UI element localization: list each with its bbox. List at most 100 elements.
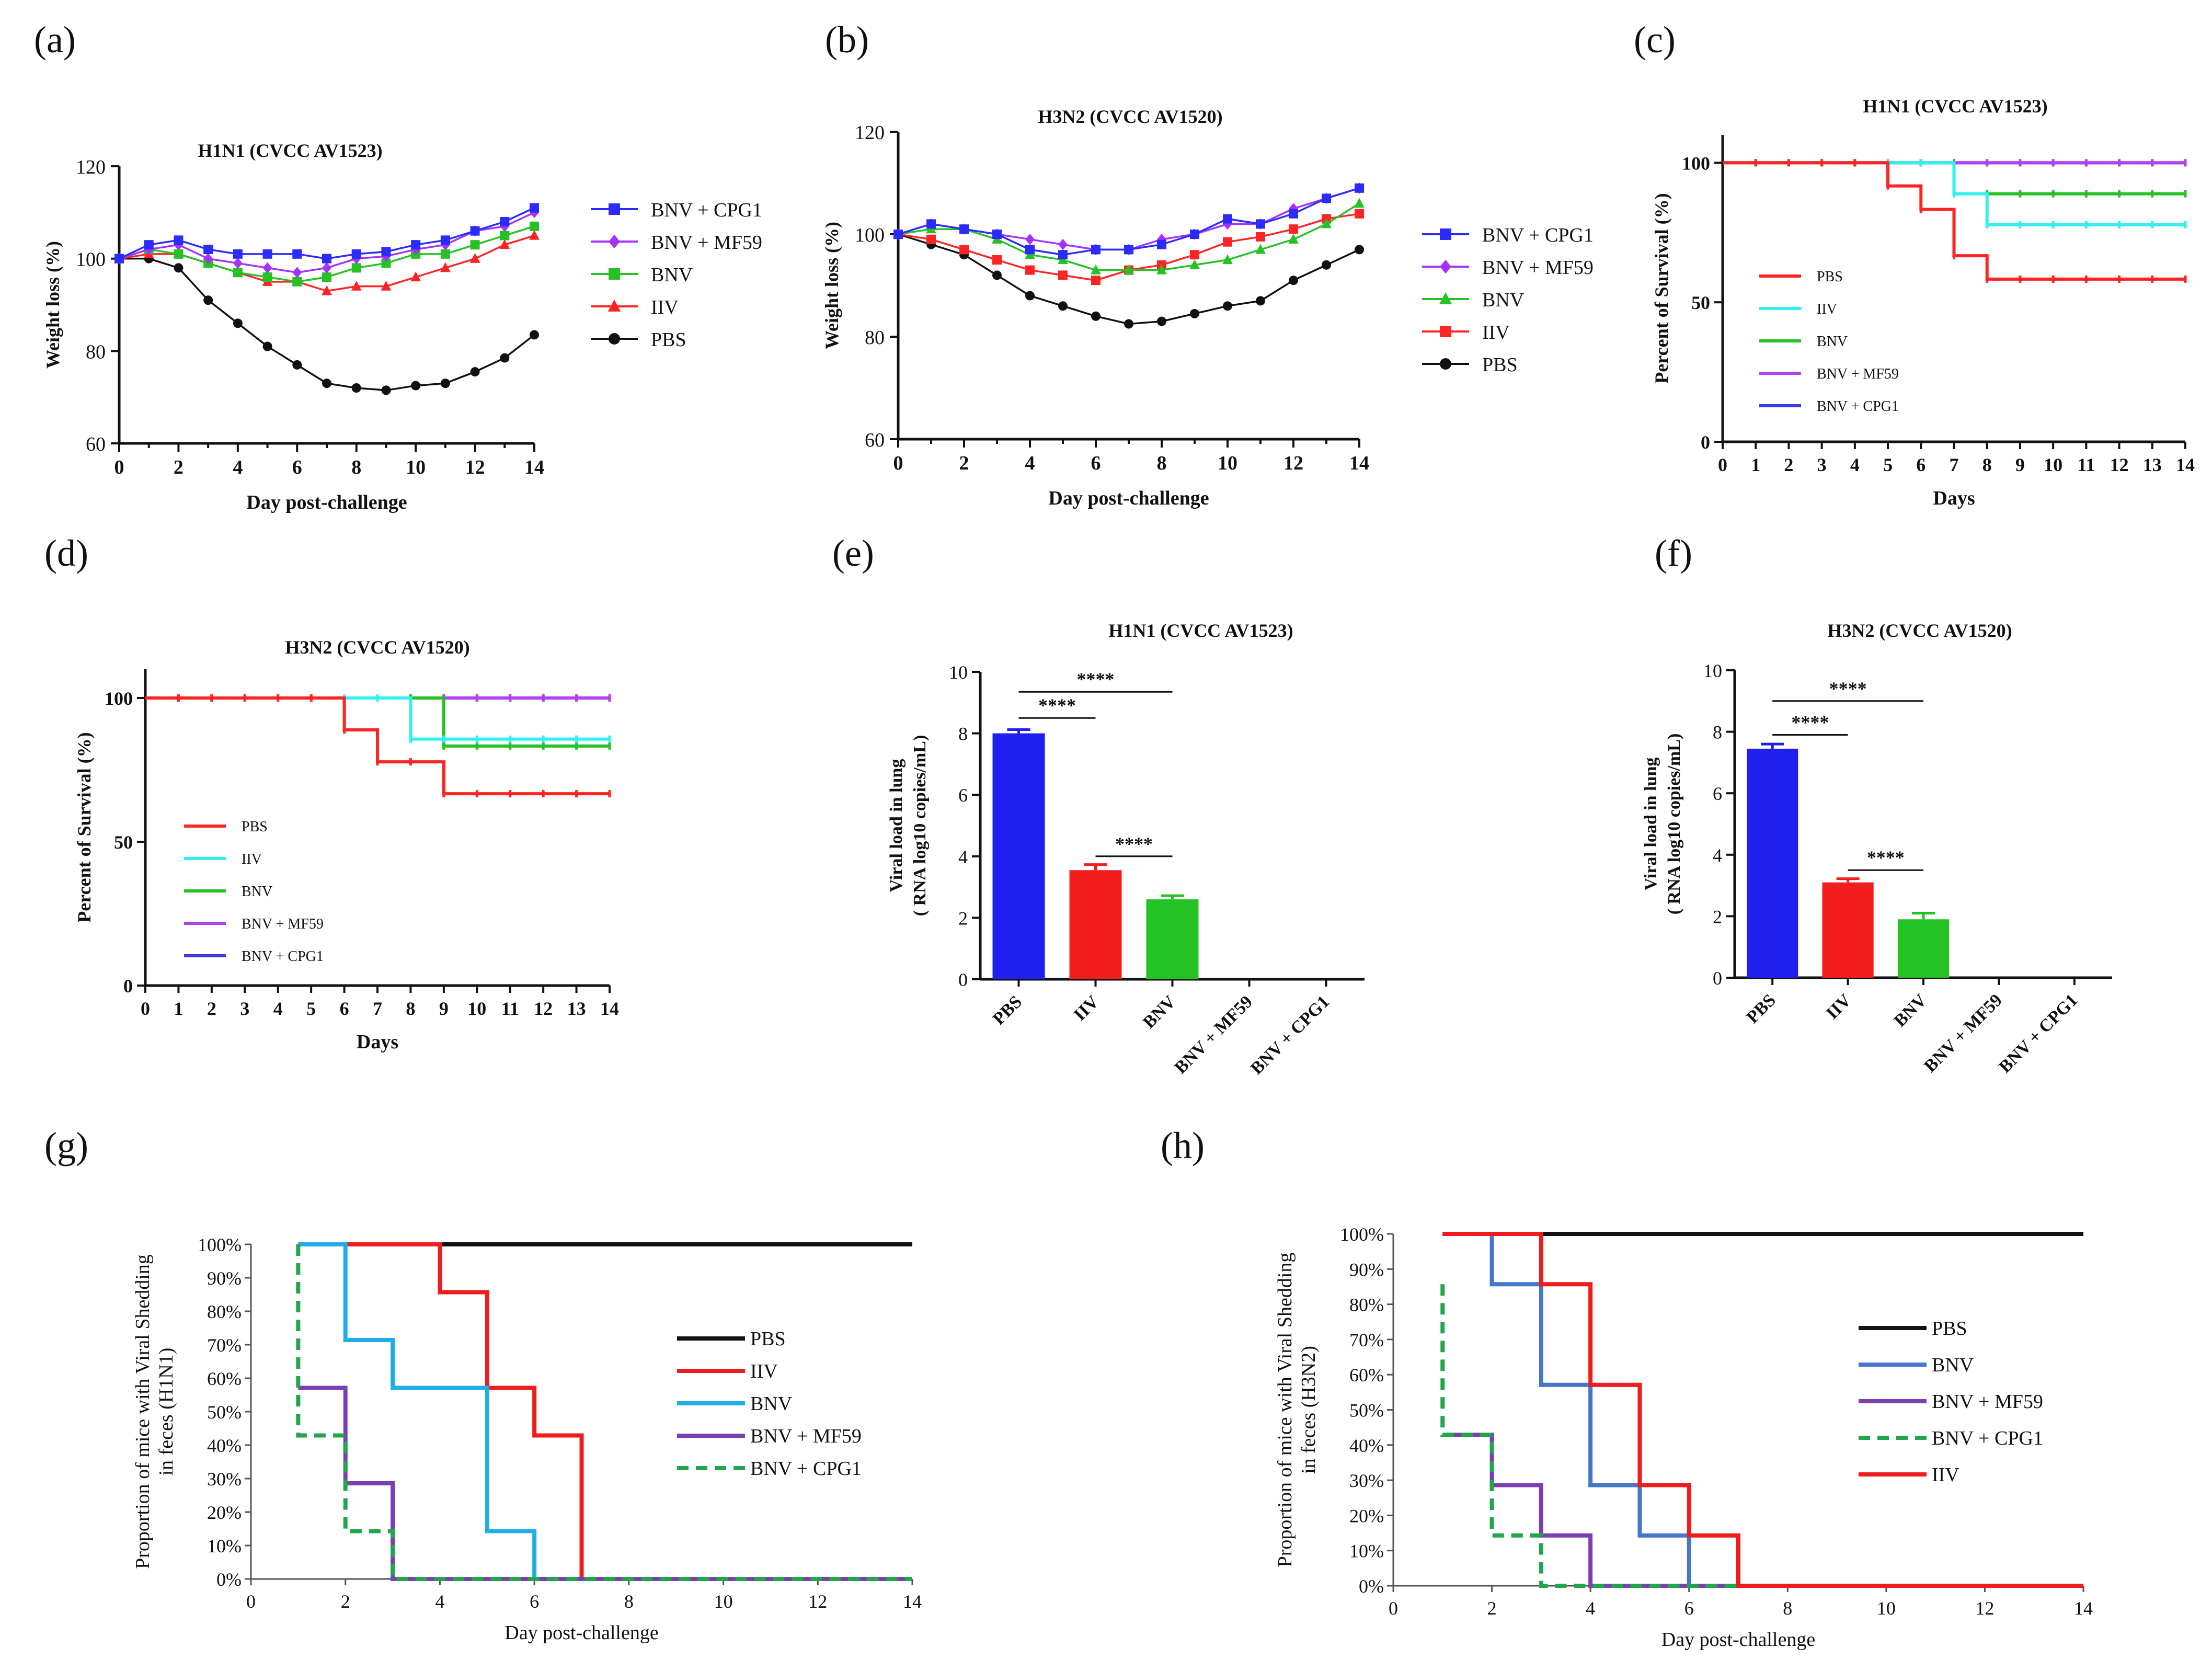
data-point (1322, 193, 1331, 203)
y-axis-label-line1: Viral load in lung (887, 759, 906, 892)
panel-label-b: (b) (825, 19, 869, 61)
x-tick-label: 6 (1916, 454, 1926, 475)
significance-label: **** (1038, 695, 1076, 716)
legend-label: BNV + MF59 (1482, 257, 1594, 279)
data-point (1223, 237, 1232, 247)
y-tick-label: 80% (1349, 1295, 1384, 1315)
data-point (926, 219, 936, 229)
legend-label: PBS (651, 329, 686, 351)
panel-label-a: (a) (34, 19, 76, 61)
survival-curve (1723, 161, 2185, 281)
x-tick-label: BNV + CPG1 (1247, 992, 1333, 1078)
legend-marker (608, 299, 621, 312)
data-point (470, 367, 480, 377)
panel-e: (e) H1N1 (CVCC AV1523) 0 2 4 6 8 10 Viral load i… (832, 532, 1365, 1078)
data-point (410, 271, 421, 282)
data-point (1025, 234, 1035, 245)
x-tick-label: 0 (141, 998, 150, 1019)
x-tick-label: 4 (233, 456, 243, 478)
legend-marker (609, 203, 620, 215)
x-tick-label: IIV (1070, 992, 1103, 1025)
data-point (1157, 316, 1166, 326)
significance-label: **** (1077, 669, 1115, 690)
data-point (292, 249, 302, 259)
x-tick-label: 4 (1850, 454, 1860, 475)
legend-label: BNV (750, 1393, 793, 1415)
legend-label: IIV (1482, 322, 1510, 344)
shedding-curve (296, 1244, 912, 1581)
y-axis-label-line1: Proportion of mice with Viral Shedding (1274, 1253, 1296, 1567)
data-point (1025, 245, 1035, 255)
legend-label: BNV + CPG1 (1932, 1427, 2043, 1449)
x-axis-label: Days (1933, 487, 1975, 509)
y-tick-label: 70% (207, 1335, 242, 1356)
x-axis-label: Day post-challenge (246, 491, 407, 513)
y-tick-label: 30% (207, 1469, 242, 1490)
data-point (1288, 234, 1299, 244)
legend-marker (1440, 358, 1451, 370)
data-point (1091, 276, 1101, 285)
x-tick-label: 4 (273, 998, 283, 1019)
x-tick-label: 9 (439, 998, 449, 1019)
x-tick-label: 4 (1586, 1598, 1595, 1619)
legend-label: BNV + MF59 (1817, 366, 1899, 382)
y-axis-label-line1: Viral load in lung (1641, 758, 1660, 891)
panel-label-e: (e) (832, 532, 874, 574)
shedding-curve (1442, 1232, 2083, 1588)
chart-title: H1N1 (CVCC AV1523) (198, 140, 382, 161)
legend-label: BNV + MF59 (651, 232, 762, 254)
y-tick-label: 2 (1713, 906, 1722, 927)
data-point (992, 230, 1002, 239)
legend-label: BNV + CPG1 (242, 948, 324, 965)
data-point (1091, 264, 1101, 274)
y-tick-label: 80 (86, 341, 106, 363)
data-point (1058, 301, 1068, 311)
x-tick-label: PBS (989, 992, 1026, 1028)
data-point (351, 249, 361, 259)
x-tick-label: BNV + CPG1 (1995, 990, 2081, 1077)
x-tick-label: 0 (246, 1591, 256, 1612)
data-point (1289, 209, 1298, 219)
data-point (203, 253, 213, 265)
x-tick-label: 3 (240, 998, 249, 1019)
y-axis-label-line2: in feces (H3N2) (1298, 1346, 1320, 1474)
y-tick-label: 0% (216, 1569, 242, 1590)
data-point (1222, 254, 1233, 265)
data-point (262, 341, 272, 351)
panel-h: (h) 0% 10% 20% 30% 40% 50% 60% 70% 80% 90% 100% 0 2 4 6… (1161, 1125, 2093, 1651)
y-tick-label: 50 (1691, 292, 1710, 313)
x-tick-label: 2 (341, 1591, 350, 1612)
data-point (1322, 260, 1331, 270)
x-axis-label: Day post-challenge (1048, 487, 1209, 509)
data-point (530, 203, 539, 213)
x-tick-label: BNV + MF59 (1171, 992, 1257, 1078)
x-tick-label: 8 (624, 1591, 634, 1612)
data-point (322, 254, 331, 264)
legend-marker (1440, 259, 1451, 274)
y-tick-label: 90% (1349, 1259, 1384, 1280)
x-tick-label: 10 (2044, 454, 2062, 475)
data-point (322, 262, 331, 274)
data-point (530, 330, 539, 340)
x-tick-label: 12 (1283, 452, 1303, 474)
shedding-curve (298, 1242, 912, 1581)
x-tick-label: 14 (2074, 1598, 2093, 1619)
y-axis-label: Percent of Survival (%) (1651, 193, 1672, 383)
y-tick-label: 80 (865, 327, 885, 349)
x-tick-label: 0 (1389, 1598, 1398, 1619)
data-point (1189, 259, 1200, 269)
y-tick-label: 0 (123, 976, 133, 997)
bar (1747, 748, 1798, 978)
x-tick-label: 0 (893, 452, 903, 474)
chart-title: H1N1 (CVCC AV1523) (1108, 620, 1293, 641)
y-axis-label-line2: in feces (H1N1) (155, 1348, 177, 1476)
data-point (530, 221, 539, 231)
legend-marker (609, 268, 620, 280)
bar (1822, 882, 1874, 978)
panel-label-h: (h) (1161, 1125, 1205, 1166)
legend-label: BNV + MF59 (242, 916, 324, 932)
y-tick-label: 2 (958, 908, 968, 929)
y-tick-label: 40% (207, 1435, 242, 1456)
